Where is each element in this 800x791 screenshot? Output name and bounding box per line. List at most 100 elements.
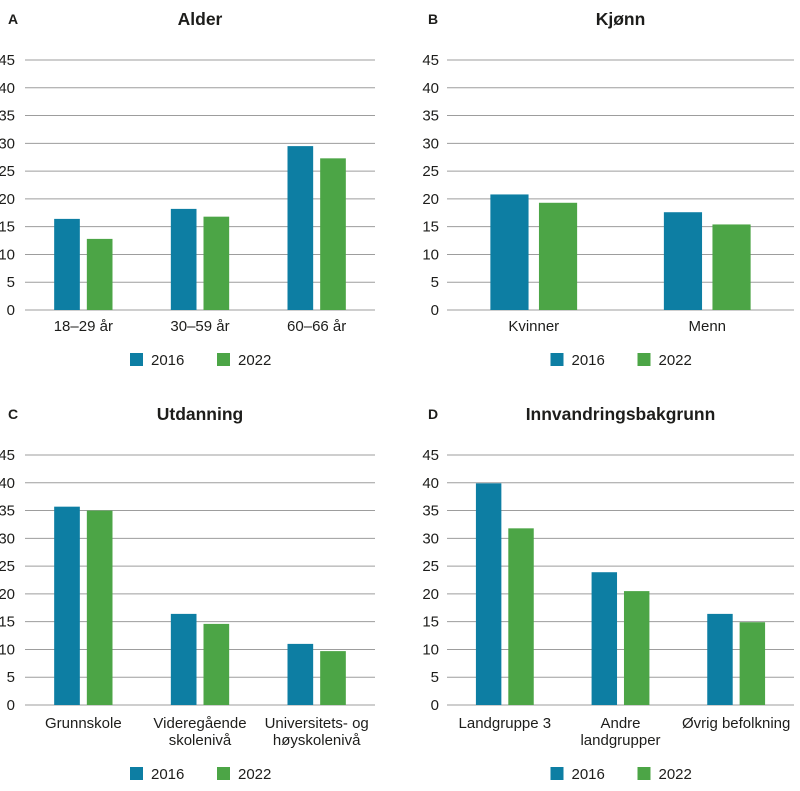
y-tick-label: 40: [422, 475, 439, 492]
y-tick-label: 5: [431, 669, 439, 686]
x-category-label: Øvrig befolkning: [682, 715, 790, 732]
x-category-label: Landgruppe 3: [459, 715, 552, 732]
legend-label: 2022: [238, 766, 271, 783]
bar-2022: [203, 216, 230, 310]
x-category-label: 60–66 år: [287, 318, 346, 335]
legend-swatch-2016: [550, 767, 564, 780]
x-category-label: Menn: [688, 318, 726, 335]
panel-a-chart: A Alder 0 5 10 15 20 25 30 35 40 45 18–29 år 30–59 år…: [0, 9, 375, 369]
y-tick-label: 45: [422, 447, 439, 464]
panel-a: A Alder 0 5 10 15 20 25 30 35 40 45 18–29 år 30–59 år…: [0, 0, 400, 395]
y-tick-label: 40: [422, 80, 439, 97]
bar-2016: [170, 613, 197, 705]
bar-2016: [663, 212, 703, 310]
legend-label: 2016: [151, 766, 184, 783]
bar-2016: [54, 506, 80, 705]
y-tick-label: 45: [422, 52, 439, 69]
x-category-label: Universitets- og høyskolenivå: [265, 715, 369, 749]
legend-swatch-2022: [217, 353, 230, 366]
legend-swatch-2016: [130, 767, 143, 780]
y-tick-label: 45: [0, 447, 15, 464]
y-tick-label: 0: [431, 697, 439, 714]
x-category-label: Videregående skolenivå: [153, 715, 246, 749]
panel-c: C Utdanning 0 5 10 15 20 25 30 35 40 45 Grunnskole Vi…: [0, 395, 400, 791]
bar-2022: [86, 238, 113, 310]
bar-2022: [739, 622, 766, 705]
y-tick-label: 10: [0, 246, 15, 263]
bar-2016: [170, 208, 197, 310]
legend-swatch-2022: [637, 767, 651, 780]
legend-label: 2016: [151, 352, 184, 369]
bar-2016: [287, 146, 314, 310]
y-tick-label: 0: [431, 302, 439, 319]
legend: 2016 2022: [130, 352, 271, 369]
chart-title: Alder: [178, 9, 223, 29]
y-tick-label: 0: [7, 697, 15, 714]
panel-c-chart: C Utdanning 0 5 10 15 20 25 30 35 40 45 Grunnskole Vi…: [0, 404, 375, 783]
y-tick-label: 5: [7, 274, 15, 291]
bar-2022: [320, 651, 346, 705]
legend: 2016 2022: [130, 766, 271, 783]
y-tick-label: 20: [0, 586, 15, 603]
y-tick-label: 35: [0, 108, 15, 125]
y-tick-label: 20: [422, 191, 439, 208]
legend: 2016 2022: [550, 766, 692, 783]
panel-letter: C: [8, 406, 18, 422]
y-tick-label: 35: [0, 503, 15, 520]
bar-2016: [54, 218, 80, 310]
panel-letter: D: [428, 406, 438, 422]
panel-letter: A: [8, 11, 18, 27]
x-category-label: 30–59 år: [170, 318, 229, 335]
y-tick-label: 25: [422, 163, 439, 180]
y-tick-label: 30: [0, 530, 15, 547]
chart-title: Utdanning: [157, 404, 244, 424]
y-tick-label: 45: [0, 52, 15, 69]
bar-2016: [490, 194, 529, 310]
legend-label: 2022: [659, 766, 692, 783]
y-tick-label: 20: [422, 586, 439, 603]
y-tick-label: 5: [7, 669, 15, 686]
y-tick-label: 40: [0, 80, 15, 97]
y-tick-label: 35: [422, 503, 439, 520]
chart-title: Innvandringsbakgrunn: [526, 404, 716, 424]
y-tick-label: 30: [422, 135, 439, 152]
y-tick-label: 25: [0, 558, 15, 575]
y-tick-label: 20: [0, 191, 15, 208]
bar-2022: [508, 528, 534, 705]
y-tick-label: 35: [422, 108, 439, 125]
bar-2022: [712, 224, 751, 310]
y-tick-label: 15: [422, 614, 439, 631]
y-tick-label: 15: [422, 219, 439, 236]
y-tick-label: 25: [422, 558, 439, 575]
bar-2022: [320, 158, 346, 310]
x-category-label: Andre landgrupper: [580, 715, 660, 749]
panel-letter: B: [428, 11, 438, 27]
bar-2016: [591, 572, 618, 705]
y-tick-label: 15: [0, 219, 15, 236]
bar-2016: [707, 613, 733, 705]
panel-b: B Kjønn 0 5 10 15 20 25 30 35 40 45 Kvinner Menn 2016 2…: [400, 0, 800, 395]
panel-d-chart: D Innvandringsbakgrunn 0 5 10 15 20 25 30 35 40 45 L…: [422, 404, 794, 783]
y-tick-label: 25: [0, 163, 15, 180]
panel-d: D Innvandringsbakgrunn 0 5 10 15 20 25 30 35 40 45 L…: [400, 395, 800, 791]
y-tick-label: 40: [0, 475, 15, 492]
legend-label: 2016: [572, 766, 605, 783]
y-tick-label: 30: [0, 135, 15, 152]
legend-label: 2022: [659, 352, 692, 369]
bar-2022: [623, 591, 650, 705]
y-tick-label: 30: [422, 530, 439, 547]
legend-swatch-2022: [217, 767, 230, 780]
y-tick-label: 10: [0, 641, 15, 658]
y-tick-label: 5: [431, 274, 439, 291]
legend-swatch-2016: [550, 353, 564, 366]
y-tick-label: 10: [422, 641, 439, 658]
x-category-label: 18–29 år: [54, 318, 113, 335]
y-tick-label: 10: [422, 246, 439, 263]
chart-title: Kjønn: [596, 9, 646, 29]
y-tick-label: 0: [7, 302, 15, 319]
bar-2022: [538, 202, 578, 310]
y-tick-label: 15: [0, 614, 15, 631]
